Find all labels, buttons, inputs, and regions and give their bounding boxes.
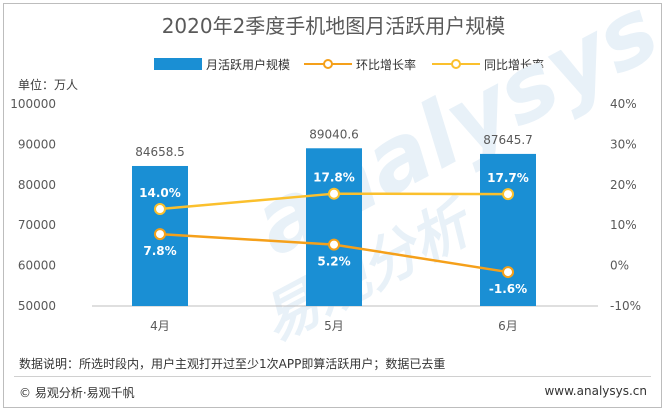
y-left-tick-label: 80000 bbox=[18, 178, 56, 192]
chart-title: 2020年2季度手机地图月活跃用户规模 bbox=[161, 14, 506, 38]
bar-value-label: 89040.6 bbox=[309, 127, 359, 141]
legend-yoy-swatch bbox=[432, 57, 480, 71]
mom-point bbox=[328, 238, 340, 251]
x-tick-label: 5月 bbox=[324, 319, 344, 333]
y-left-tick-label: 50000 bbox=[18, 299, 56, 313]
y-left-tick-label: 100000 bbox=[10, 97, 56, 111]
y-right-tick-label: 40% bbox=[610, 97, 637, 111]
bar-value-label: 84658.5 bbox=[135, 145, 185, 159]
y-left-tick-label: 70000 bbox=[18, 218, 56, 232]
yoy-point-label: 14.0% bbox=[139, 186, 181, 200]
x-tick-label: 4月 bbox=[150, 319, 170, 333]
yoy-point bbox=[502, 188, 514, 201]
legend-item-mom: 环比增长率 bbox=[304, 55, 416, 75]
mom-point bbox=[502, 266, 514, 279]
legend-bar-swatch bbox=[154, 58, 202, 70]
unit-label: 单位：万人 bbox=[18, 78, 79, 92]
yoy-point-label: 17.7% bbox=[487, 171, 529, 185]
divider bbox=[14, 376, 651, 377]
y-right-tick-label: -10% bbox=[610, 299, 641, 313]
legend-mom-swatch bbox=[304, 57, 352, 71]
legend: 月活跃用户规模 环比增长率 同比增长率 bbox=[4, 55, 663, 75]
y-right-tick-label: 30% bbox=[610, 137, 637, 151]
data-note: 数据说明：所选时段内，用户主观打开过至少1次APP即算活跃用户；数据已去重 bbox=[19, 357, 446, 371]
y-left-tick-label: 90000 bbox=[18, 137, 56, 151]
bar bbox=[480, 153, 536, 306]
bar bbox=[306, 148, 362, 306]
y-right-tick-label: 10% bbox=[610, 218, 637, 232]
mom-point-label: 7.8% bbox=[143, 244, 176, 258]
bar-value-label: 87645.7 bbox=[483, 133, 533, 147]
yoy-point bbox=[154, 203, 166, 216]
yoy-point bbox=[328, 187, 340, 200]
website: www.analysys.cn bbox=[544, 384, 647, 398]
mom-point bbox=[154, 228, 166, 241]
mom-point-label: -1.6% bbox=[489, 282, 527, 296]
chart-frame: 2020年2季度手机地图月活跃用户规模 月活跃用户规模 环比增长率 同比增长率 … bbox=[3, 3, 662, 408]
copyright: © 易观分析·易观千帆 bbox=[19, 386, 135, 400]
legend-label-bar: 月活跃用户规模 bbox=[206, 58, 291, 72]
legend-label-mom: 环比增长率 bbox=[356, 58, 417, 72]
yoy-point-label: 17.8% bbox=[313, 171, 355, 185]
x-tick-label: 6月 bbox=[498, 319, 518, 333]
y-left-tick-label: 60000 bbox=[18, 259, 56, 273]
mom-point-label: 5.2% bbox=[317, 255, 350, 269]
legend-label-yoy: 同比增长率 bbox=[484, 58, 545, 72]
y-right-tick-label: 0% bbox=[610, 259, 629, 273]
legend-item-bar: 月活跃用户规模 bbox=[154, 55, 290, 75]
legend-item-yoy: 同比增长率 bbox=[432, 55, 544, 75]
y-right-tick-label: 20% bbox=[610, 178, 637, 192]
